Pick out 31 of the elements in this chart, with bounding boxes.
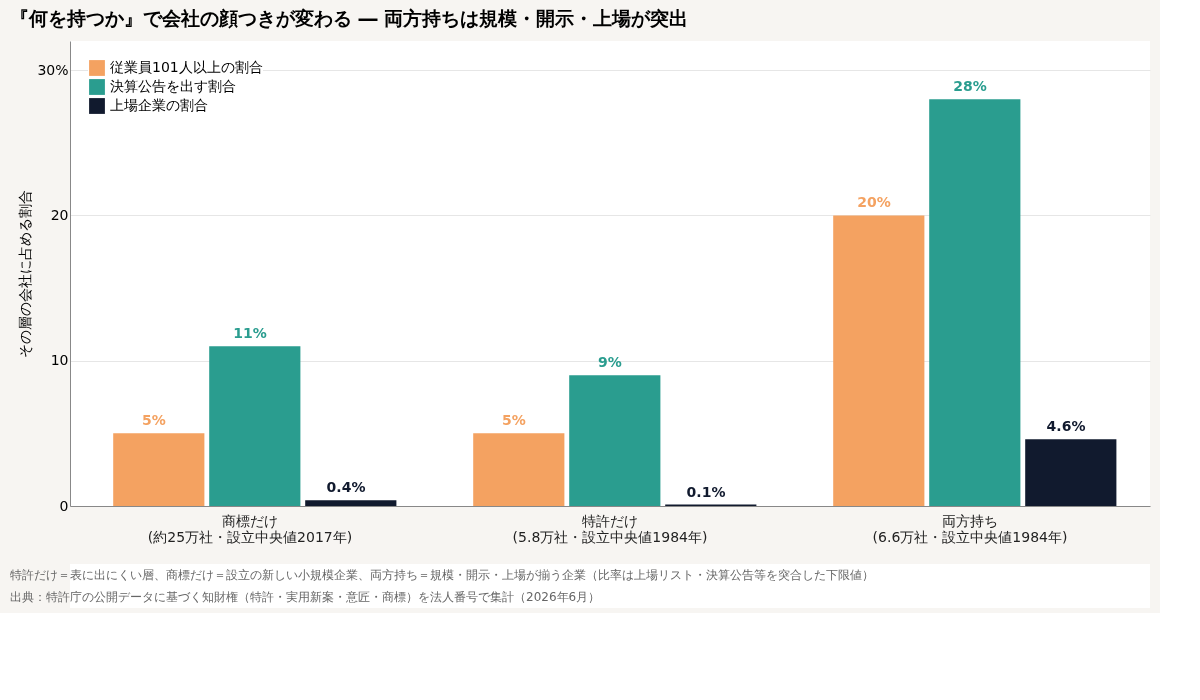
bar: [113, 433, 205, 506]
y-tick-label: 30%: [37, 61, 69, 78]
x-tick-label: 両方持ち (6.6万社・設立中央値1984年): [872, 512, 1068, 545]
y-tick-label: 10: [50, 352, 69, 369]
data-label: 20%: [857, 194, 891, 211]
y-tick-label: 20: [50, 206, 69, 223]
legend-label: 決算公告を出す割合: [110, 78, 236, 94]
data-label: 9%: [598, 354, 622, 371]
y-tick-label: 0: [59, 497, 69, 514]
y-axis-title: その層の会社に占める割合: [17, 190, 34, 358]
x-tick-label: 特許だけ (5.8万社・設立中央値1984年): [512, 512, 708, 545]
bar: [569, 375, 661, 506]
x-tick-label: 商標だけ (約25万社・設立中央値2017年): [147, 512, 353, 545]
bar: [929, 99, 1021, 506]
source-note: 出典：特許庁の公開データに基づく知財権（特許・実用新案・意匠・商標）を法人番号で集計（2026年6月）: [10, 590, 601, 604]
bar: [1025, 439, 1117, 506]
data-label: 0.4%: [326, 479, 366, 496]
bar: [833, 215, 925, 506]
bar: [305, 500, 397, 506]
data-label: 4.6%: [1046, 418, 1086, 435]
text: 特許だけ＝表に出にくい層、商標だけ＝設立の新しい小規模企業、両方持ち＝規模・開示・上場が揃う企業（比率は上場リスト・決算公告等を突合した下限値）: [10, 568, 874, 582]
legend-label: 上場企業の割合: [110, 97, 208, 113]
legend-label: 従業員101人以上の割合: [110, 59, 263, 75]
data-label: 5%: [502, 412, 526, 429]
data-label: 11%: [233, 325, 267, 342]
bar: [209, 346, 301, 506]
data-label: 5%: [142, 412, 166, 429]
chart-title: 『何を持つか』で会社の顔つきが変わる ― 両方持ちは規模・開示・上場が突出: [10, 7, 689, 29]
data-label: 0.1%: [686, 483, 726, 500]
bar: [473, 433, 565, 506]
data-label: 28%: [953, 78, 987, 95]
